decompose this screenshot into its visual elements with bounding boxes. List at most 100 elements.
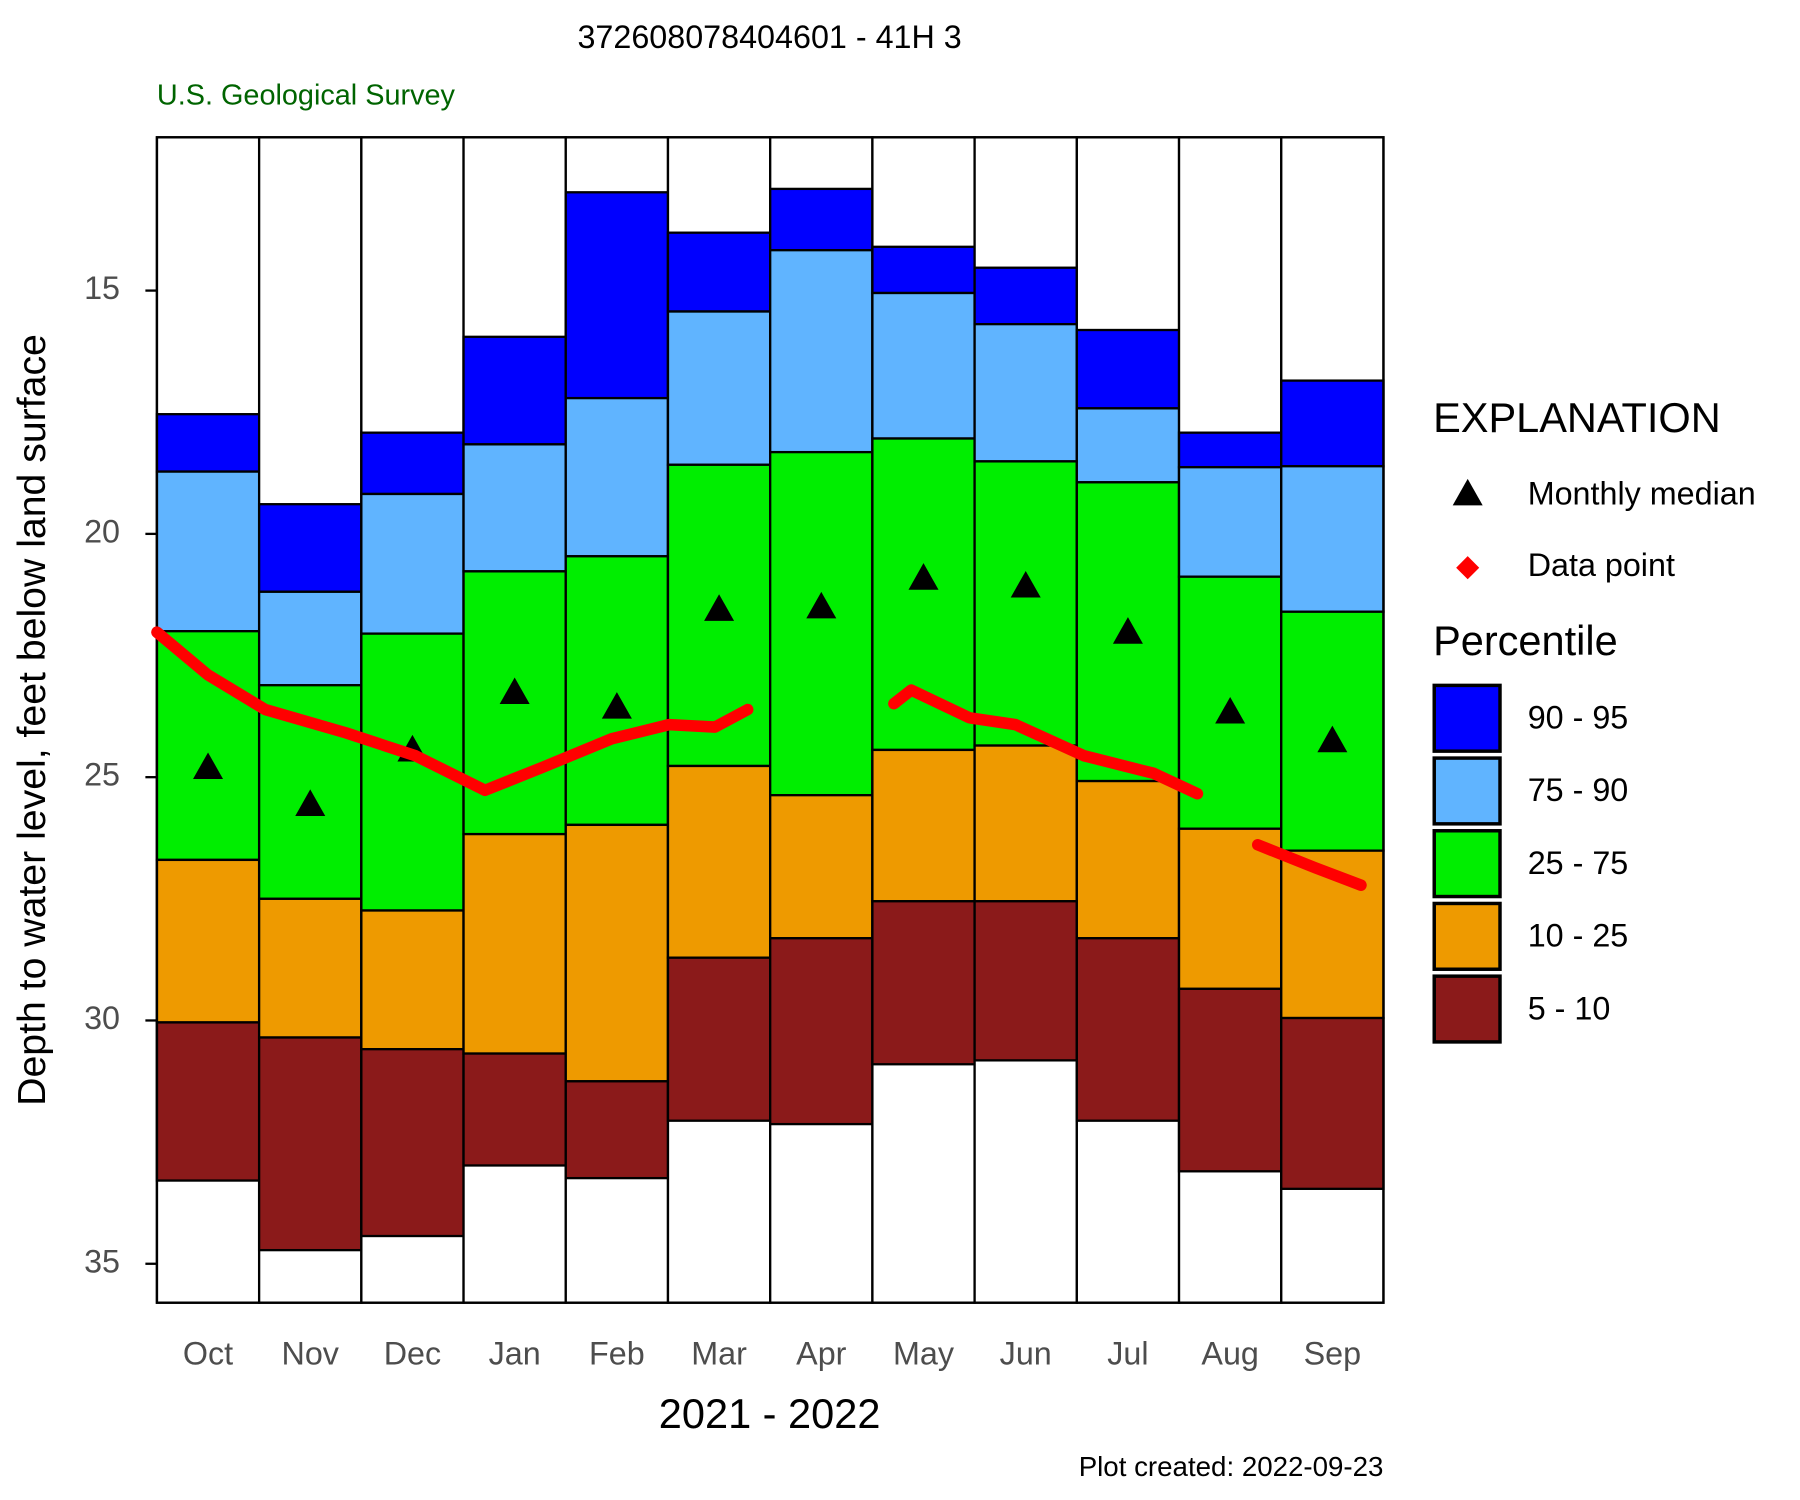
percentile-band xyxy=(973,323,1078,463)
percentile-band xyxy=(1177,466,1283,578)
percentile-band xyxy=(1075,779,1181,940)
x-tick-label: Jul xyxy=(1107,1335,1148,1371)
x-tick-label: Aug xyxy=(1201,1335,1258,1371)
percentile-band xyxy=(769,249,874,454)
percentile-band xyxy=(769,937,874,1126)
percentile-band xyxy=(564,396,670,558)
y-axis-label: Depth to water level, feet below land su… xyxy=(10,334,54,1106)
percentile-band xyxy=(871,900,976,1066)
percentile-band xyxy=(155,413,261,473)
percentile-band xyxy=(769,794,874,940)
median-marker xyxy=(295,789,326,816)
data-line xyxy=(151,626,754,797)
legend-swatch xyxy=(1432,901,1502,971)
legend-label: 90 - 95 xyxy=(1528,700,1629,736)
legend-label: 75 - 90 xyxy=(1528,772,1629,808)
y-tick-label: 30 xyxy=(84,1000,120,1036)
percentile-band xyxy=(564,191,670,400)
x-axis-label: 2021 - 2022 xyxy=(659,1390,881,1437)
median-marker xyxy=(1112,617,1143,644)
percentile-band xyxy=(462,832,567,1055)
x-tick-label: Feb xyxy=(589,1335,645,1371)
y-tick-label: 25 xyxy=(84,757,120,793)
legend-swatch xyxy=(1432,974,1502,1044)
median-marker xyxy=(1317,725,1348,753)
median-marker xyxy=(704,594,735,621)
percentile-band xyxy=(871,748,976,903)
percentile-band xyxy=(462,443,567,573)
percentile-band xyxy=(360,492,465,635)
data-line xyxy=(1251,839,1367,891)
median-marker xyxy=(193,752,224,779)
percentile-band xyxy=(1177,431,1283,469)
percentile-band xyxy=(155,858,261,1024)
x-tick-label: Apr xyxy=(796,1335,847,1371)
percentile-band xyxy=(1280,1016,1385,1190)
median-marker xyxy=(908,563,939,590)
median-marker xyxy=(1215,696,1246,724)
percentile-band xyxy=(666,310,772,466)
percentile-band xyxy=(360,431,465,496)
x-tick-label: Oct xyxy=(183,1335,233,1371)
percentile-band xyxy=(769,450,874,797)
percentile-band xyxy=(666,231,772,313)
percentile-band xyxy=(155,1021,261,1182)
legend-median-marker xyxy=(1452,478,1483,506)
percentile-band xyxy=(1075,937,1181,1122)
x-tick-label: Jun xyxy=(1000,1335,1052,1371)
percentile-band xyxy=(564,555,670,827)
footnote: Plot created: 2022-09-23 xyxy=(1079,1451,1384,1482)
percentile-band xyxy=(564,823,670,1083)
x-tick-label: Jan xyxy=(489,1335,541,1371)
percentile-band xyxy=(360,1048,465,1238)
percentile-band xyxy=(257,1036,363,1252)
percentile-band xyxy=(1280,379,1385,468)
y-tick-label: 15 xyxy=(84,270,120,306)
legend-point-marker xyxy=(1456,556,1480,580)
x-tick-label: Sep xyxy=(1304,1335,1361,1371)
legend-label: Monthly median xyxy=(1528,476,1756,512)
percentile-band xyxy=(871,245,976,295)
percentile-band xyxy=(564,1080,670,1180)
percentile-band xyxy=(155,630,261,862)
data-line xyxy=(888,684,1204,800)
percentile-band xyxy=(1075,407,1181,484)
percentile-band xyxy=(360,909,465,1051)
legend-label: 5 - 10 xyxy=(1528,990,1611,1026)
percentile-band xyxy=(769,187,874,252)
percentile-band xyxy=(1177,987,1283,1173)
y-tick-label: 20 xyxy=(84,513,120,549)
y-tick-label: 35 xyxy=(84,1243,120,1279)
percentile-band xyxy=(1280,465,1385,613)
chart-title: 372608078404601 - 41H 3 xyxy=(577,19,961,55)
percentile-band xyxy=(462,335,567,446)
percentile-band xyxy=(871,437,976,752)
median-marker xyxy=(601,692,632,719)
percentile-band xyxy=(1075,328,1181,410)
legend-swatch xyxy=(1432,683,1502,753)
legend-label: Data point xyxy=(1528,547,1675,583)
percentile-band xyxy=(1177,827,1283,990)
x-tick-label: May xyxy=(893,1335,955,1371)
percentile-band xyxy=(871,291,976,440)
percentile-band xyxy=(666,764,772,959)
legend-label: 25 - 75 xyxy=(1528,845,1629,881)
legend-subtitle: Percentile xyxy=(1433,617,1618,664)
percentile-band xyxy=(257,897,363,1039)
percentile-band xyxy=(973,460,1078,747)
percentile-band xyxy=(973,900,1078,1062)
median-marker xyxy=(1010,570,1041,598)
median-marker xyxy=(806,591,837,619)
legend-swatch xyxy=(1432,756,1502,826)
percentile-band xyxy=(257,503,363,593)
percentile-band xyxy=(973,266,1078,326)
median-marker xyxy=(499,677,530,705)
percentile-band xyxy=(462,1052,567,1167)
legend-label: 10 - 25 xyxy=(1528,918,1629,954)
legend-title: EXPLANATION xyxy=(1433,394,1721,441)
percentile-band xyxy=(155,470,261,633)
plot-frame xyxy=(155,136,1385,1304)
percentile-band xyxy=(666,956,772,1122)
percentile-band xyxy=(973,744,1078,903)
